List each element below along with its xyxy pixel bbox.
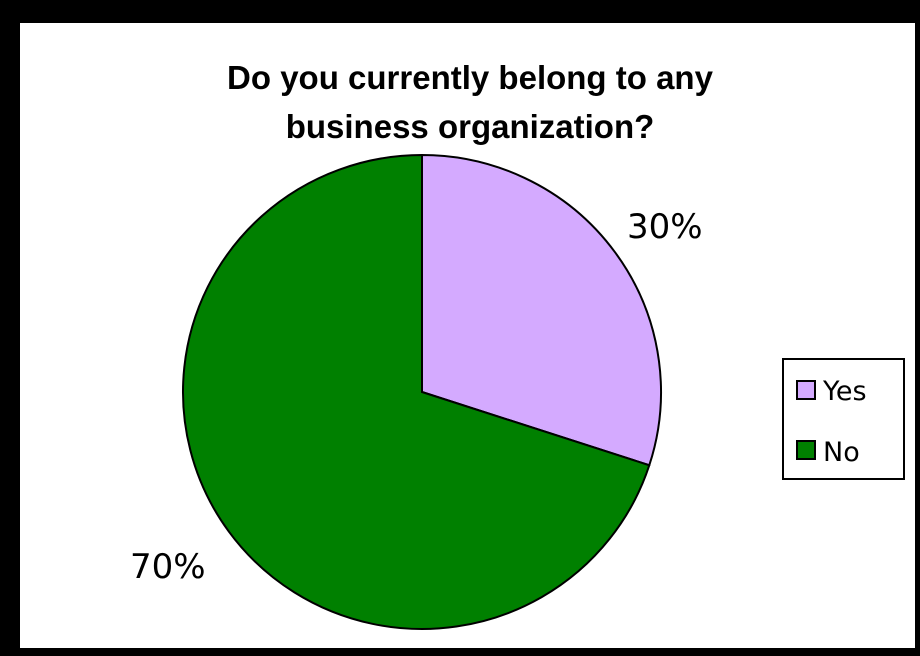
- chart-title-line-1: Do you currently belong to any: [227, 59, 714, 96]
- pie-slice-no: [182, 153, 651, 630]
- legend: Yes No: [782, 358, 905, 480]
- legend-swatch-yes: [796, 380, 816, 400]
- slice-label-no: 70%: [130, 547, 206, 587]
- pie-slices: [182, 153, 662, 630]
- legend-swatch-no: [796, 440, 816, 460]
- legend-label-yes: Yes: [822, 376, 867, 407]
- chart-title-line-2: business organization?: [286, 108, 655, 145]
- slice-label-yes: 30%: [627, 207, 703, 247]
- legend-label-no: No: [823, 437, 860, 468]
- pie-slice-yes: [421, 153, 662, 467]
